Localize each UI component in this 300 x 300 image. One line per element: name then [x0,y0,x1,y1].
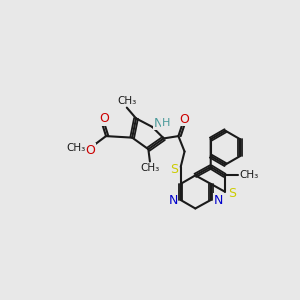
Text: O: O [99,112,109,125]
Text: CH₃: CH₃ [240,170,259,180]
Text: O: O [85,144,95,157]
Text: S: S [228,187,236,200]
Text: CH₃: CH₃ [117,96,136,106]
Text: N: N [154,116,163,130]
Text: N: N [214,194,223,206]
Text: O: O [179,113,189,126]
Text: S: S [170,163,178,176]
Text: CH₃: CH₃ [140,164,160,173]
Text: N: N [168,194,178,206]
Text: H: H [162,118,170,128]
Text: CH₃: CH₃ [66,143,85,153]
